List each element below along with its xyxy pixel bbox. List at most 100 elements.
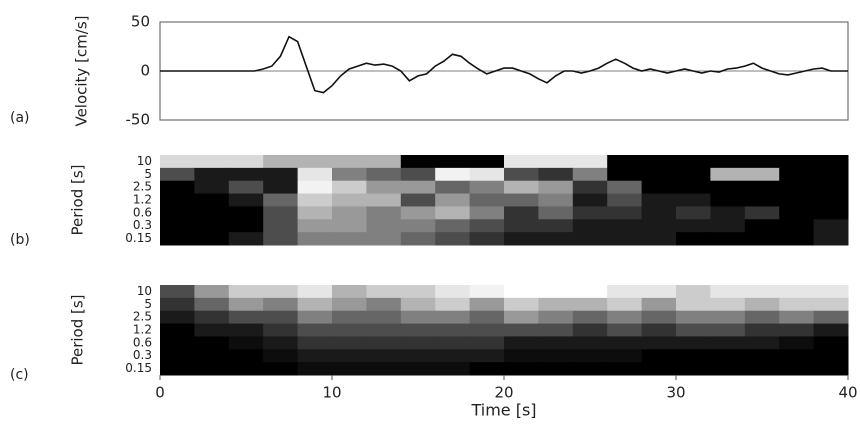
heatmap-cell (572, 362, 608, 376)
heatmap-cell (297, 362, 333, 376)
heatmap-cell (744, 206, 780, 220)
heatmap-cell (504, 193, 539, 207)
heatmap-cell (435, 219, 471, 233)
heatmap-cell (813, 219, 849, 233)
heatmap-cell (400, 323, 436, 337)
heatmap-cell (332, 155, 367, 169)
heatmap-cell (676, 219, 711, 233)
heatmap-cell (297, 285, 333, 299)
heatmap-cell (813, 167, 849, 182)
heatmap-cell (572, 297, 608, 312)
heatmap-cell (641, 155, 677, 169)
heatmap-cell (332, 167, 367, 182)
heatmap-cell (572, 323, 608, 337)
heatmap-cell (744, 193, 780, 207)
heatmap-cell (710, 180, 746, 195)
heatmap-cell (744, 349, 780, 363)
x-tick-label: 0 (155, 384, 165, 402)
heatmap-cell (366, 349, 402, 363)
panel-label: (c) (10, 367, 29, 383)
heatmap-cell (572, 310, 608, 325)
heatmap-cell (572, 232, 608, 246)
heatmap-cell (435, 232, 471, 246)
heatmap-cell (228, 362, 264, 376)
heatmap-cell (641, 206, 677, 220)
heatmap-cell (641, 349, 677, 363)
heatmap-cell (779, 336, 815, 350)
heatmap-cell (641, 310, 677, 325)
heatmap-cell (263, 349, 299, 363)
heatmap-cell (400, 193, 436, 207)
y-tick-label: 0 (140, 62, 150, 80)
heatmap-cell (366, 167, 402, 182)
heatmap-cell (504, 206, 539, 220)
heatmap-cell (160, 180, 195, 195)
x-tick-label: 20 (494, 384, 513, 402)
heatmap-cell (194, 323, 230, 337)
heatmap-cell (813, 362, 849, 376)
heatmap-cell (607, 193, 643, 207)
heatmap-cell (228, 167, 264, 182)
heatmap-cell (469, 232, 505, 246)
heatmap-cell (641, 323, 677, 337)
heatmap-cell (297, 155, 333, 169)
heatmap-cell (710, 285, 746, 299)
heatmap-cell (744, 285, 780, 299)
heatmap-cell (744, 167, 780, 182)
heatmap-cell (228, 349, 264, 363)
heatmap-cell (744, 297, 780, 312)
heatmap-cell (469, 297, 505, 312)
heatmap-cell (366, 336, 402, 350)
y-tick-label: 0.6 (133, 205, 152, 219)
heatmap-cell (263, 297, 299, 312)
heatmap-cell (538, 219, 574, 233)
heatmap-cell (710, 155, 746, 169)
heatmap-cell (400, 362, 436, 376)
heatmap-cell (160, 167, 195, 182)
heatmap-cell (744, 323, 780, 337)
heatmap-cell (263, 167, 299, 182)
heatmap-cell (641, 336, 677, 350)
heatmap-cell (297, 193, 333, 207)
heatmap-cell (332, 193, 367, 207)
heatmap-cell (332, 232, 367, 246)
heatmap-cell (504, 155, 539, 169)
heatmap-cell (744, 310, 780, 325)
heatmap-cell (641, 167, 677, 182)
heatmap-cell (194, 285, 230, 299)
heatmap-cell (435, 310, 471, 325)
heatmap-cell (194, 193, 230, 207)
heatmap-cell (194, 297, 230, 312)
y-tick-label: 5 (144, 297, 152, 311)
heatmap-cell (263, 193, 299, 207)
heatmap-cell (297, 323, 333, 337)
y-tick-label: 5 (144, 167, 152, 181)
heatmap-cell (744, 219, 780, 233)
panel-label: (a) (10, 110, 30, 126)
heatmap-cell (160, 297, 195, 312)
heatmap-cell (710, 167, 746, 182)
heatmap-cell (710, 362, 746, 376)
heatmap-cell (813, 206, 849, 220)
heatmap-cell (710, 206, 746, 220)
heatmap-cell (676, 232, 711, 246)
heatmap-cell (710, 310, 746, 325)
heatmap-cell (641, 219, 677, 233)
panel-label: (b) (10, 232, 30, 248)
heatmap-cell (504, 336, 539, 350)
heatmap-cell (366, 297, 402, 312)
heatmap-cell (400, 349, 436, 363)
y-axis-label: Period [s] (69, 294, 87, 365)
heatmap-cell (779, 167, 815, 182)
heatmap-cell (435, 180, 471, 195)
heatmap-cell (400, 285, 436, 299)
heatmap-cell (194, 219, 230, 233)
heatmap-cell (469, 336, 505, 350)
heatmap-cell (538, 349, 574, 363)
heatmap-cell (469, 285, 505, 299)
x-tick-label: 40 (838, 384, 857, 402)
heatmap-cell (744, 232, 780, 246)
heatmap-cell (504, 180, 539, 195)
heatmap-cell (813, 323, 849, 337)
